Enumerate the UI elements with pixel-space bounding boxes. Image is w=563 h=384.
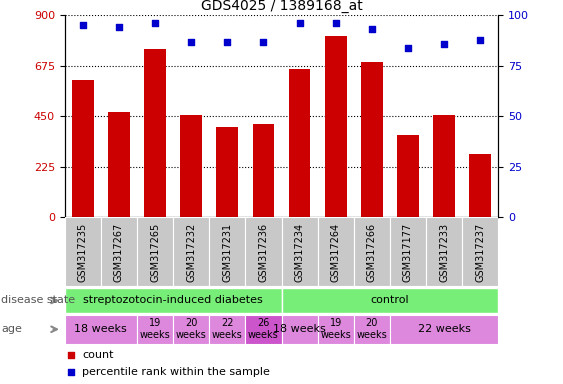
Bar bbox=[354, 217, 390, 286]
Text: control: control bbox=[370, 295, 409, 306]
Text: GSM317265: GSM317265 bbox=[150, 222, 160, 282]
Bar bbox=[245, 217, 282, 286]
Text: GSM317236: GSM317236 bbox=[258, 222, 269, 281]
Text: GSM317235: GSM317235 bbox=[78, 222, 88, 282]
Bar bbox=[282, 217, 318, 286]
Bar bbox=[72, 80, 93, 217]
Text: percentile rank within the sample: percentile rank within the sample bbox=[82, 367, 270, 377]
Bar bbox=[108, 112, 129, 217]
Text: GSM317237: GSM317237 bbox=[475, 222, 485, 282]
Text: count: count bbox=[82, 350, 114, 360]
Bar bbox=[361, 63, 383, 217]
Point bbox=[476, 36, 485, 43]
Title: GDS4025 / 1389168_at: GDS4025 / 1389168_at bbox=[200, 0, 363, 13]
Bar bbox=[426, 217, 462, 286]
Bar bbox=[282, 315, 318, 344]
Bar bbox=[65, 315, 137, 344]
Bar bbox=[390, 217, 426, 286]
Point bbox=[223, 38, 232, 45]
Bar bbox=[397, 135, 419, 217]
Bar bbox=[173, 217, 209, 286]
Bar bbox=[209, 217, 245, 286]
Bar bbox=[173, 315, 209, 344]
Bar bbox=[462, 217, 498, 286]
Point bbox=[78, 22, 87, 28]
Bar bbox=[289, 69, 310, 217]
Text: GSM317264: GSM317264 bbox=[330, 222, 341, 281]
Point bbox=[67, 369, 76, 376]
Point bbox=[331, 20, 340, 26]
Bar bbox=[144, 49, 166, 217]
Bar bbox=[318, 217, 354, 286]
Text: 20
weeks: 20 weeks bbox=[176, 318, 207, 340]
Bar bbox=[137, 315, 173, 344]
Bar bbox=[209, 315, 245, 344]
Bar bbox=[101, 217, 137, 286]
Text: GSM317234: GSM317234 bbox=[294, 222, 305, 281]
Bar bbox=[245, 315, 282, 344]
Bar bbox=[253, 124, 274, 217]
Text: age: age bbox=[1, 324, 22, 334]
Point bbox=[67, 352, 76, 358]
Bar bbox=[216, 127, 238, 217]
Bar bbox=[325, 36, 347, 217]
Text: GSM317266: GSM317266 bbox=[367, 222, 377, 281]
Point bbox=[259, 38, 268, 45]
Text: 26
weeks: 26 weeks bbox=[248, 318, 279, 340]
Text: GSM317177: GSM317177 bbox=[403, 222, 413, 282]
Point bbox=[367, 26, 376, 33]
Text: 22
weeks: 22 weeks bbox=[212, 318, 243, 340]
Bar bbox=[434, 115, 455, 217]
Bar bbox=[282, 288, 498, 313]
Bar bbox=[65, 217, 101, 286]
Bar bbox=[354, 315, 390, 344]
Point bbox=[404, 45, 413, 51]
Text: 18 weeks: 18 weeks bbox=[74, 324, 127, 334]
Text: GSM317232: GSM317232 bbox=[186, 222, 196, 282]
Text: GSM317231: GSM317231 bbox=[222, 222, 233, 281]
Point bbox=[150, 20, 159, 26]
Point bbox=[114, 25, 123, 31]
Text: 18 weeks: 18 weeks bbox=[273, 324, 326, 334]
Text: GSM317267: GSM317267 bbox=[114, 222, 124, 282]
Point bbox=[187, 38, 196, 45]
Bar bbox=[318, 315, 354, 344]
Text: streptozotocin-induced diabetes: streptozotocin-induced diabetes bbox=[83, 295, 263, 306]
Point bbox=[295, 20, 304, 26]
Bar bbox=[180, 115, 202, 217]
Bar bbox=[65, 288, 282, 313]
Point bbox=[440, 41, 449, 47]
Bar bbox=[390, 315, 498, 344]
Text: GSM317233: GSM317233 bbox=[439, 222, 449, 281]
Bar bbox=[470, 154, 491, 217]
Text: disease state: disease state bbox=[1, 295, 75, 306]
Text: 19
weeks: 19 weeks bbox=[140, 318, 171, 340]
Text: 20
weeks: 20 weeks bbox=[356, 318, 387, 340]
Text: 22 weeks: 22 weeks bbox=[418, 324, 471, 334]
Bar bbox=[137, 217, 173, 286]
Text: 19
weeks: 19 weeks bbox=[320, 318, 351, 340]
